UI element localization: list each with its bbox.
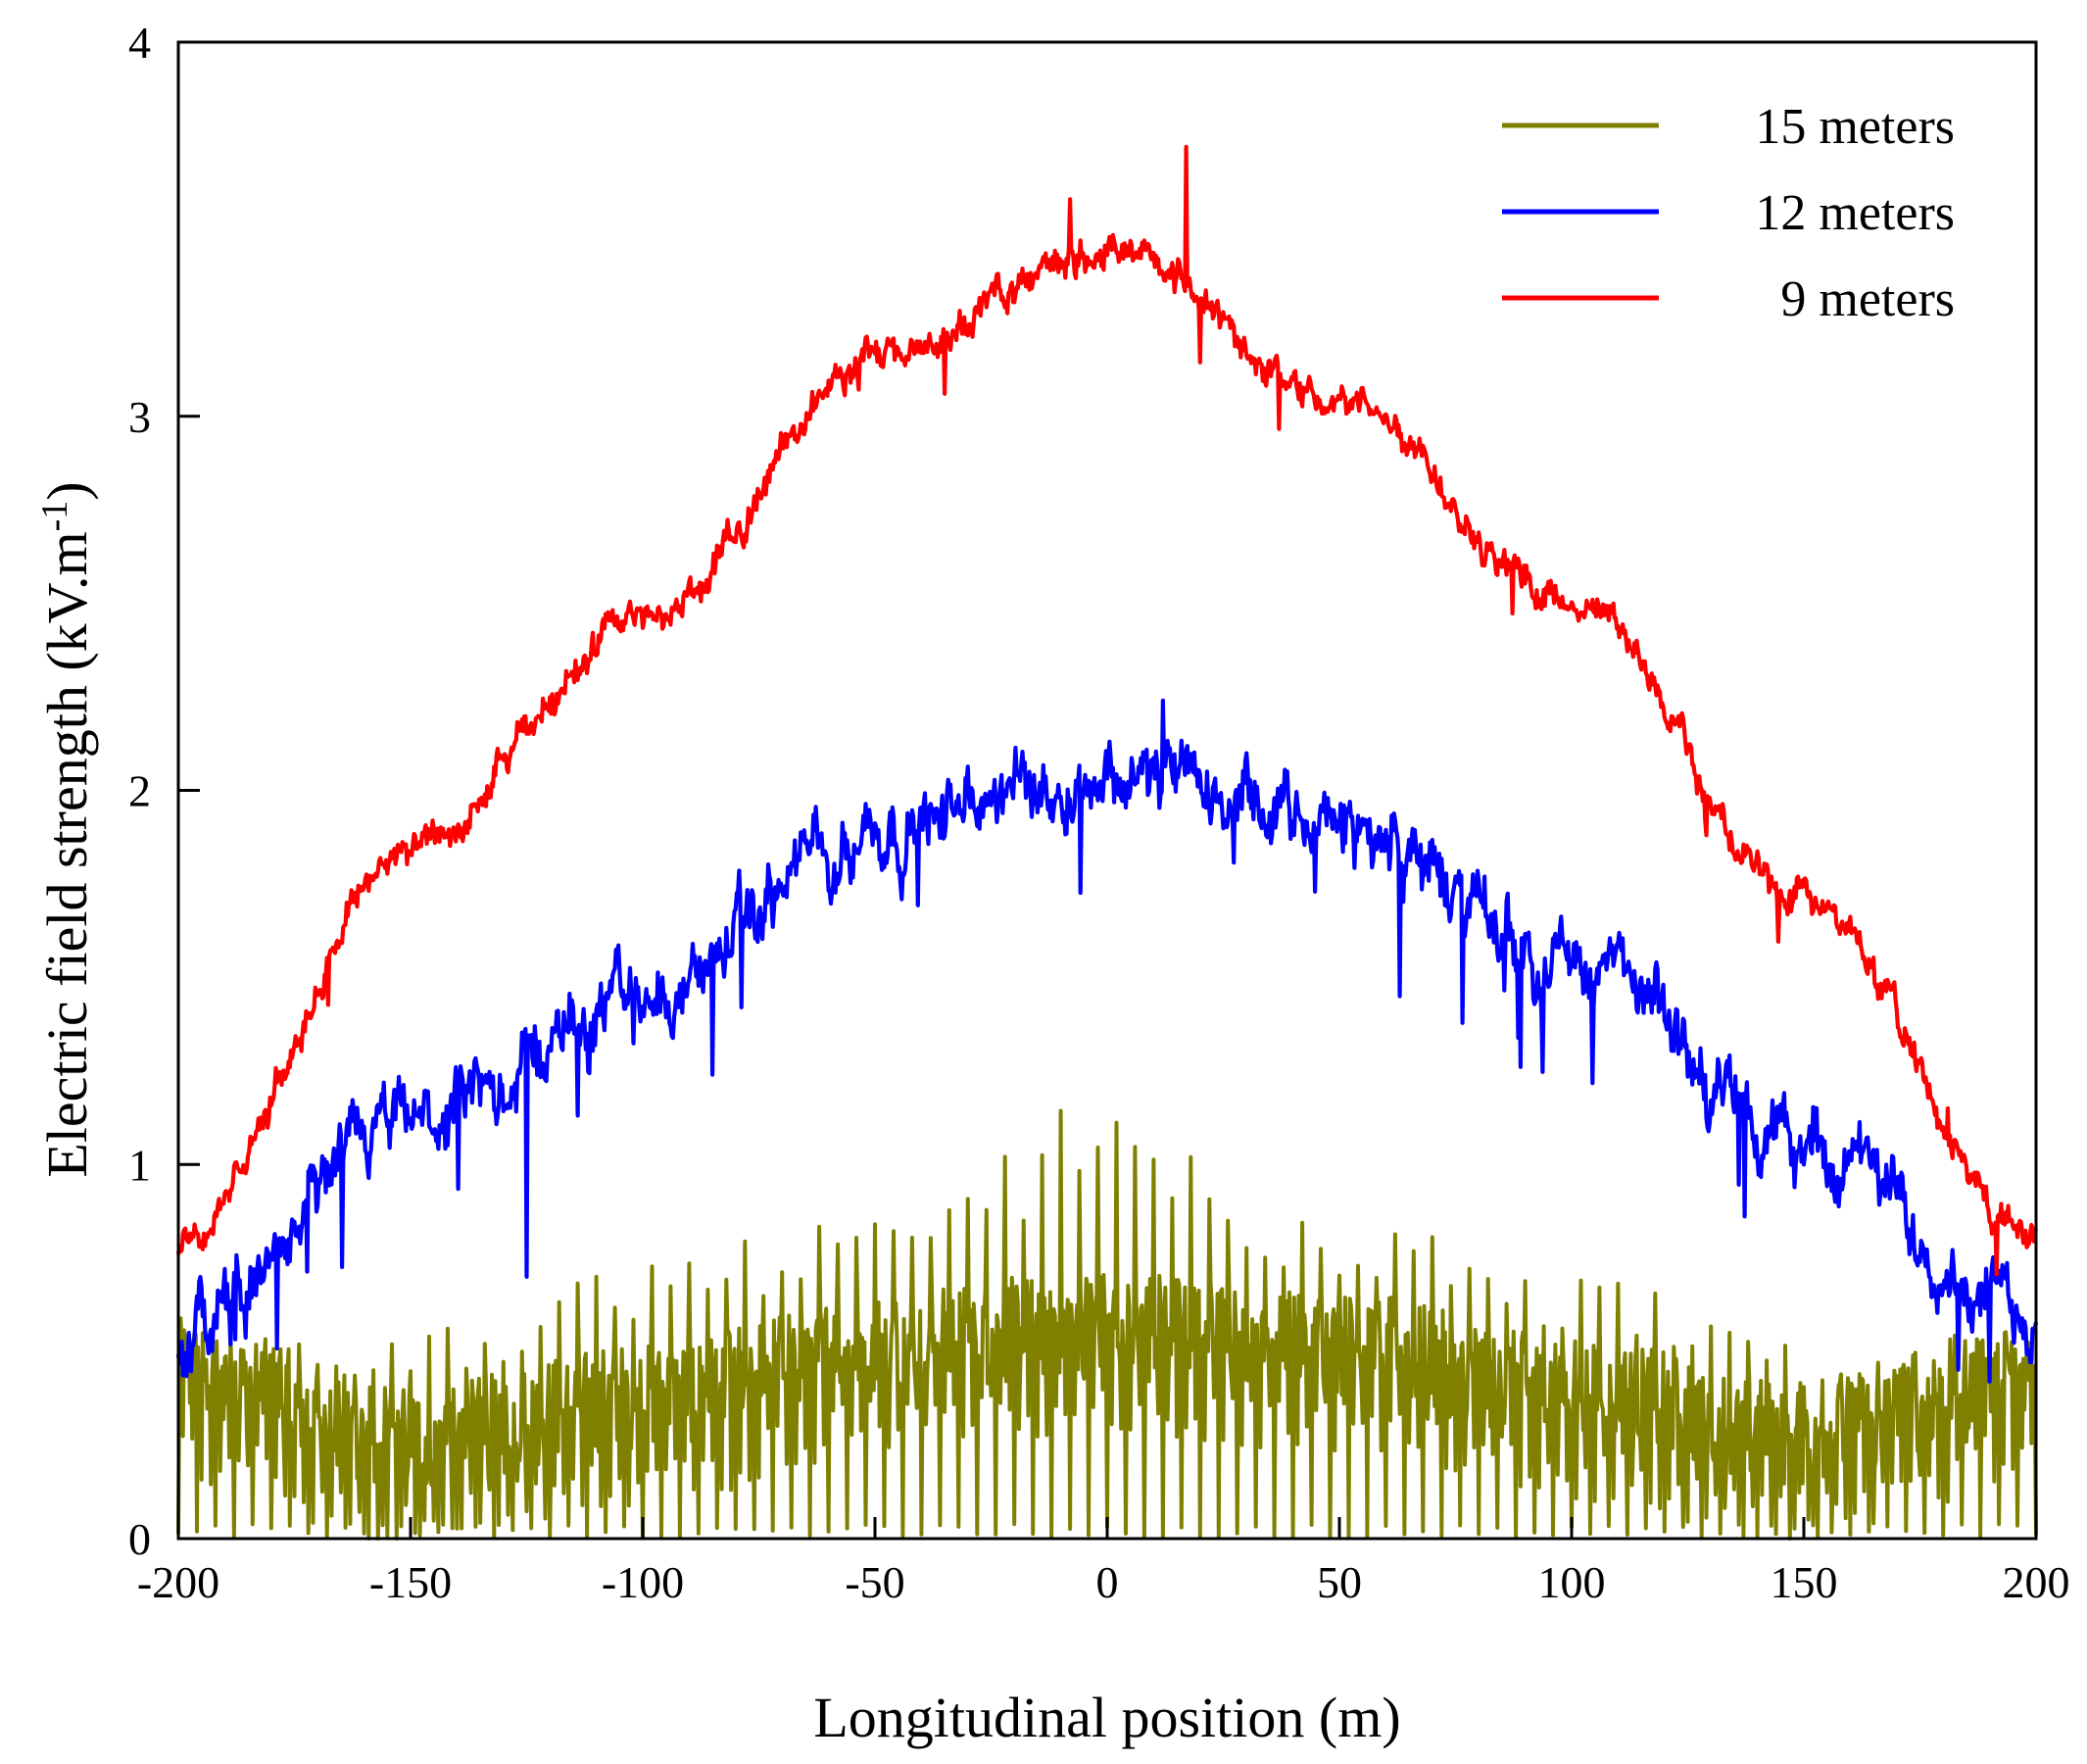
- legend-label: 12 meters: [1755, 185, 1955, 241]
- x-tick-label: 50: [1317, 1557, 1362, 1607]
- y-tick-label: 0: [128, 1514, 151, 1564]
- x-tick-label: 200: [2003, 1557, 2070, 1607]
- y-axis-title-main: Electric field strength (kV.m: [35, 531, 99, 1177]
- x-axis-title: Longitudinal position (m): [813, 1686, 1400, 1749]
- y-tick-label: 2: [128, 766, 151, 816]
- x-tick-label: 100: [1538, 1557, 1606, 1607]
- x-tick-label: -100: [602, 1557, 684, 1607]
- y-tick-label: 1: [128, 1140, 151, 1190]
- x-tick-label: -200: [137, 1557, 219, 1607]
- legend-label: 15 meters: [1755, 99, 1955, 155]
- series-line-9-meters: [175, 144, 2039, 1277]
- y-tick-label: 3: [128, 392, 151, 442]
- series-line-12-meters: [175, 698, 2039, 1384]
- x-axis: -200 -150 -100 -50 0 50 100 150 200: [137, 1517, 2070, 1607]
- x-tick-label: -150: [369, 1557, 452, 1607]
- y-axis: 0 1 2 3 4: [128, 18, 200, 1564]
- y-axis-title: Electric field strength (kV.m-1): [34, 481, 99, 1177]
- legend-label: 9 meters: [1780, 271, 1955, 327]
- x-tick-label: -50: [845, 1557, 904, 1607]
- y-axis-title-superscript: -1: [34, 501, 75, 532]
- y-tick-label: 4: [128, 18, 151, 68]
- x-tick-label: 0: [1096, 1557, 1119, 1607]
- legend: 15 meters 12 meters 9 meters: [1502, 99, 1955, 327]
- x-tick-label: 150: [1771, 1557, 1838, 1607]
- y-axis-title-close: ): [35, 481, 99, 500]
